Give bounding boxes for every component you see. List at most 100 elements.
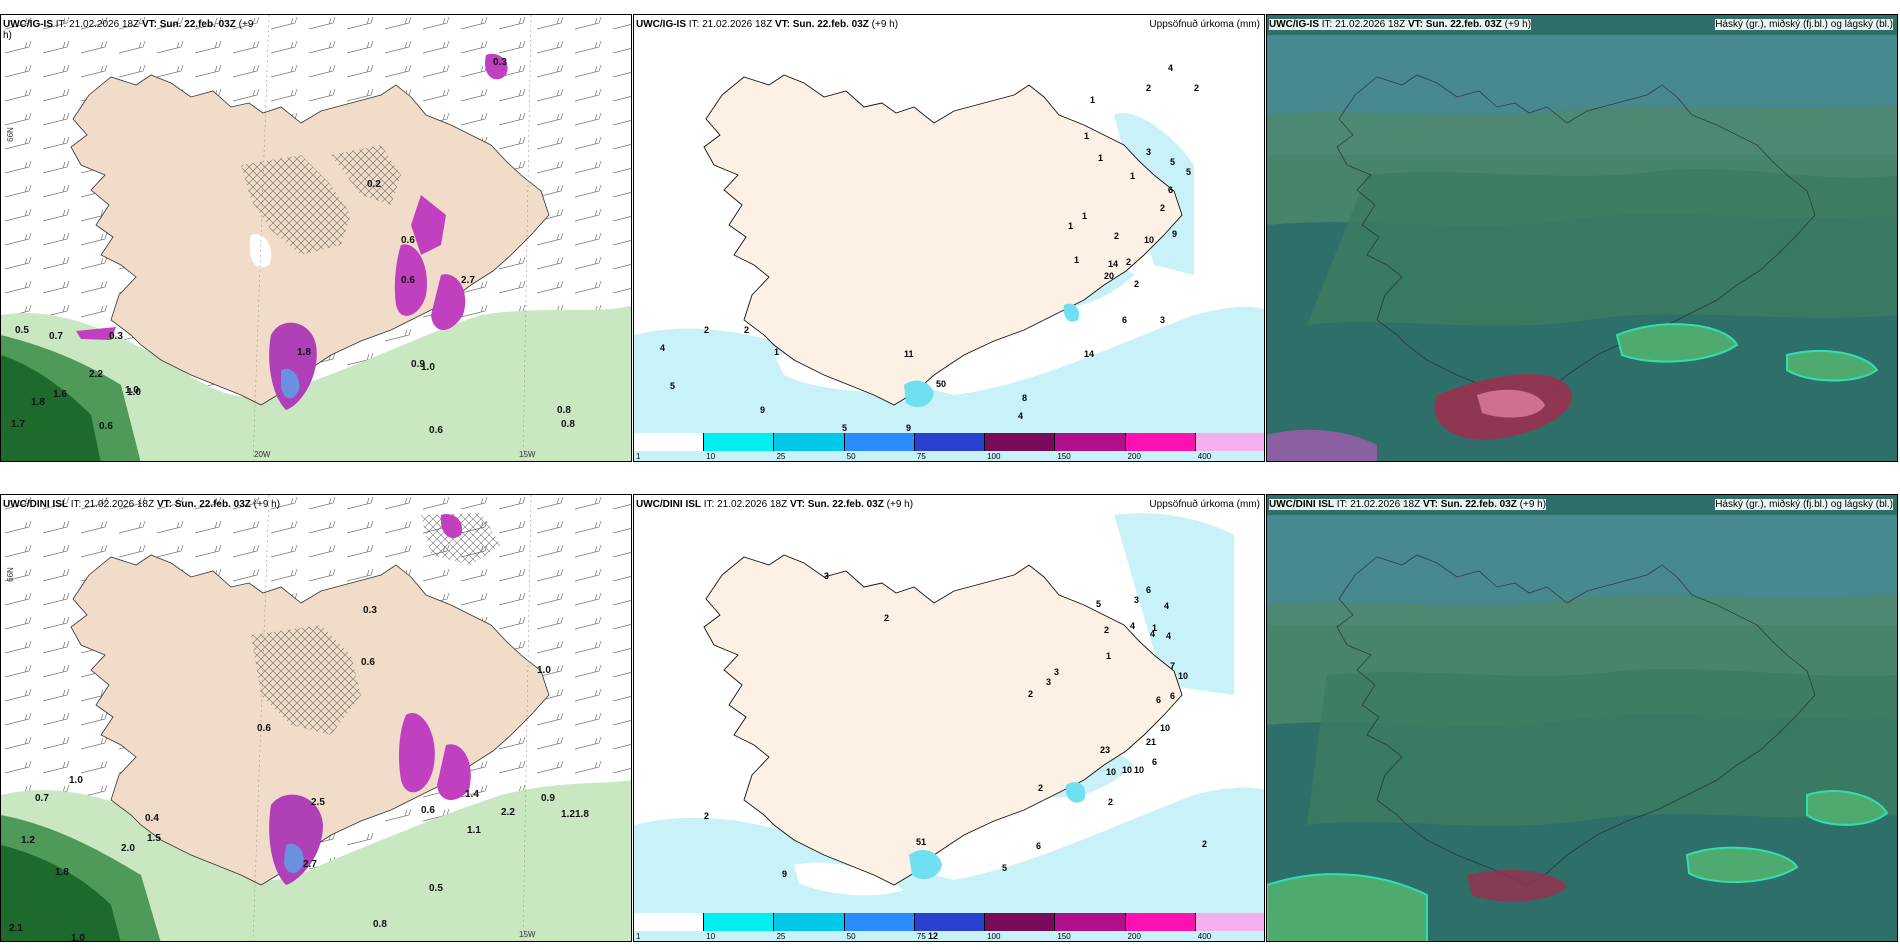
legend-swatch (1195, 913, 1264, 931)
map-value-label: 0.8 (561, 419, 575, 430)
map-value-label: 0.6 (421, 805, 435, 816)
map-value-label: 9 (760, 405, 765, 415)
map-value-label: 5 (1002, 863, 1007, 873)
map-value-label: 0.2 (367, 179, 381, 190)
legend-swatch (914, 433, 986, 451)
map-value-label: 2 (744, 325, 749, 335)
map-panel-dini-clouds: UWC/DINI ISL IT: 21.02.2026 18Z VT: Sun.… (1266, 494, 1898, 942)
map-value-label: 5 (842, 423, 847, 433)
map-value-label: 2 (1134, 279, 1139, 289)
map-value-label: 4 (1168, 63, 1173, 73)
panel-header: UWC/DINI ISL IT: 21.02.2026 18Z VT: Sun.… (636, 499, 914, 510)
map-value-label: 2.7 (303, 859, 317, 870)
legend-tick-label: 10 (706, 452, 716, 461)
legend-tick-label: 200 (1127, 932, 1141, 941)
legend-tick-label: 400 (1197, 932, 1212, 941)
map-value-label: 1 (1106, 651, 1111, 661)
map-value-label: 1.0 (71, 933, 85, 942)
snow-area (1, 305, 631, 461)
map-value-label: 0.3 (493, 57, 507, 68)
map-value-label: 1 (1074, 255, 1079, 265)
map-value-label: 1.0 (69, 775, 83, 786)
map-value-label: 0.5 (15, 325, 29, 336)
legend-swatch (1195, 433, 1264, 451)
map-value-label: 14 (1108, 259, 1118, 269)
map-value-label: 1 (774, 347, 779, 357)
map-panel-igis-accum-precip: UWC/IG-IS IT: 21.02.2026 18Z VT: Sun. 22… (633, 14, 1265, 462)
panel-header: UWC/DINI ISL IT: 21.02.2026 18Z VT: Sun.… (3, 499, 281, 510)
map-value-label: 0.7 (49, 331, 63, 342)
map-value-label: 4 (1164, 601, 1169, 611)
map-value-label: 7 (1170, 661, 1175, 671)
map-value-label: 2 (1194, 83, 1199, 93)
map-value-label: 1.0 (421, 362, 435, 373)
panel-header: UWC/IG-IS IT: 21.02.2026 18Z VT: Sun. 22… (636, 19, 899, 30)
map-value-label: 0.9 (541, 793, 555, 804)
map-value-label: 1.8 (575, 809, 589, 820)
map-value-label: 2 (1028, 689, 1033, 699)
lat-label: 66N (5, 567, 15, 582)
legend-tick-label: 100 (987, 452, 1001, 461)
map-value-label: 2.2 (501, 807, 515, 818)
map-value-label: 10 (1144, 235, 1154, 245)
legend-tick-label: 25 (776, 452, 786, 461)
map-value-label: 10 (1160, 723, 1170, 733)
map-value-label: 6 (1170, 691, 1175, 701)
map-value-label: 4 (660, 343, 665, 353)
map-value-label: 0.4 (145, 813, 159, 824)
legend-swatch (634, 913, 705, 931)
legend-swatch (844, 913, 915, 931)
map-value-label: 1.2 (561, 809, 575, 820)
map-value-label: 20 (1104, 271, 1114, 281)
map-value-label: 2 (1146, 83, 1151, 93)
panel-right-title: Háský (gr.), miðský (fj.bl.) og lágský (… (1715, 19, 1893, 30)
map-value-label: 2.7 (461, 275, 475, 286)
legend-tick-label: 100 (987, 932, 1001, 941)
map-value-label: 1 (1084, 131, 1089, 141)
legend-swatch (1055, 913, 1126, 931)
map-value-label: 6 (1156, 695, 1161, 705)
map-value-label: 1.0 (127, 387, 141, 398)
map-value-label: 6 (1036, 841, 1041, 851)
map-value-label: 0.6 (257, 723, 271, 734)
map-value-label: 1 (1152, 623, 1157, 633)
legend-tick-label: 50 (846, 932, 856, 941)
legend-swatch (985, 913, 1056, 931)
map-value-label: 1.1 (467, 825, 481, 836)
legend-tick-label: 10 (706, 932, 716, 941)
map-value-label: 5 (1186, 167, 1191, 177)
legend-tick-label: 75 (916, 932, 926, 941)
map-value-label: 3 (1046, 677, 1051, 687)
map-value-label: 14 (1084, 349, 1094, 359)
panel-header: UWC/IG-IS IT: 21.02.2026 18Z VT: Sun. 22… (1269, 19, 1532, 30)
map-value-label: 4 (1130, 621, 1135, 631)
legend-tick-label: 150 (1057, 932, 1071, 941)
map-value-label: 0.6 (429, 425, 443, 436)
map-value-label: 1 (1068, 221, 1073, 231)
map-value-label: 0.6 (401, 275, 415, 286)
map-value-label: 2 (704, 325, 709, 335)
map-value-label: 1.8 (297, 347, 311, 358)
map-value-label: 3 (1160, 315, 1165, 325)
map-value-label: 1.7 (11, 419, 25, 430)
map-value-label: 3 (824, 571, 829, 581)
legend-tick-label: 50 (846, 452, 856, 461)
map-value-label: 21 (1146, 737, 1156, 747)
lon-label-15w: 15W (519, 930, 536, 939)
legend-swatch (1125, 433, 1196, 451)
map-value-label: 10 (1178, 671, 1188, 681)
map-precip-type: 1.00.71.21.82.11.02.01.50.42.50.80.52.72… (1, 495, 631, 942)
map-panel-igis-precip-type: UWC/IG-IS IT: 21.02.2026 18Z VT: Sun. 22… (0, 14, 632, 462)
map-value-label: 1.0 (125, 385, 139, 396)
map-value-label: 0.6 (361, 657, 375, 668)
map-value-label: 9 (782, 869, 787, 879)
map-value-label: 3 (1054, 667, 1059, 677)
map-precip-type: 0.5 0.7 0.3 1.0 2.2 1.8 1.7 1.6 1.0 0.8 0.8 0.6 1.8 0… (1, 15, 631, 461)
map-value-label: 1.4 (465, 789, 479, 800)
map-value-label: 2 (884, 613, 889, 623)
map-value-label: 6 (1146, 585, 1151, 595)
map-value-label: 0.8 (557, 405, 571, 416)
map-value-label: 0.7 (35, 793, 49, 804)
panel-right-title: Uppsöfnuð úrkoma (mm) (1149, 499, 1260, 510)
